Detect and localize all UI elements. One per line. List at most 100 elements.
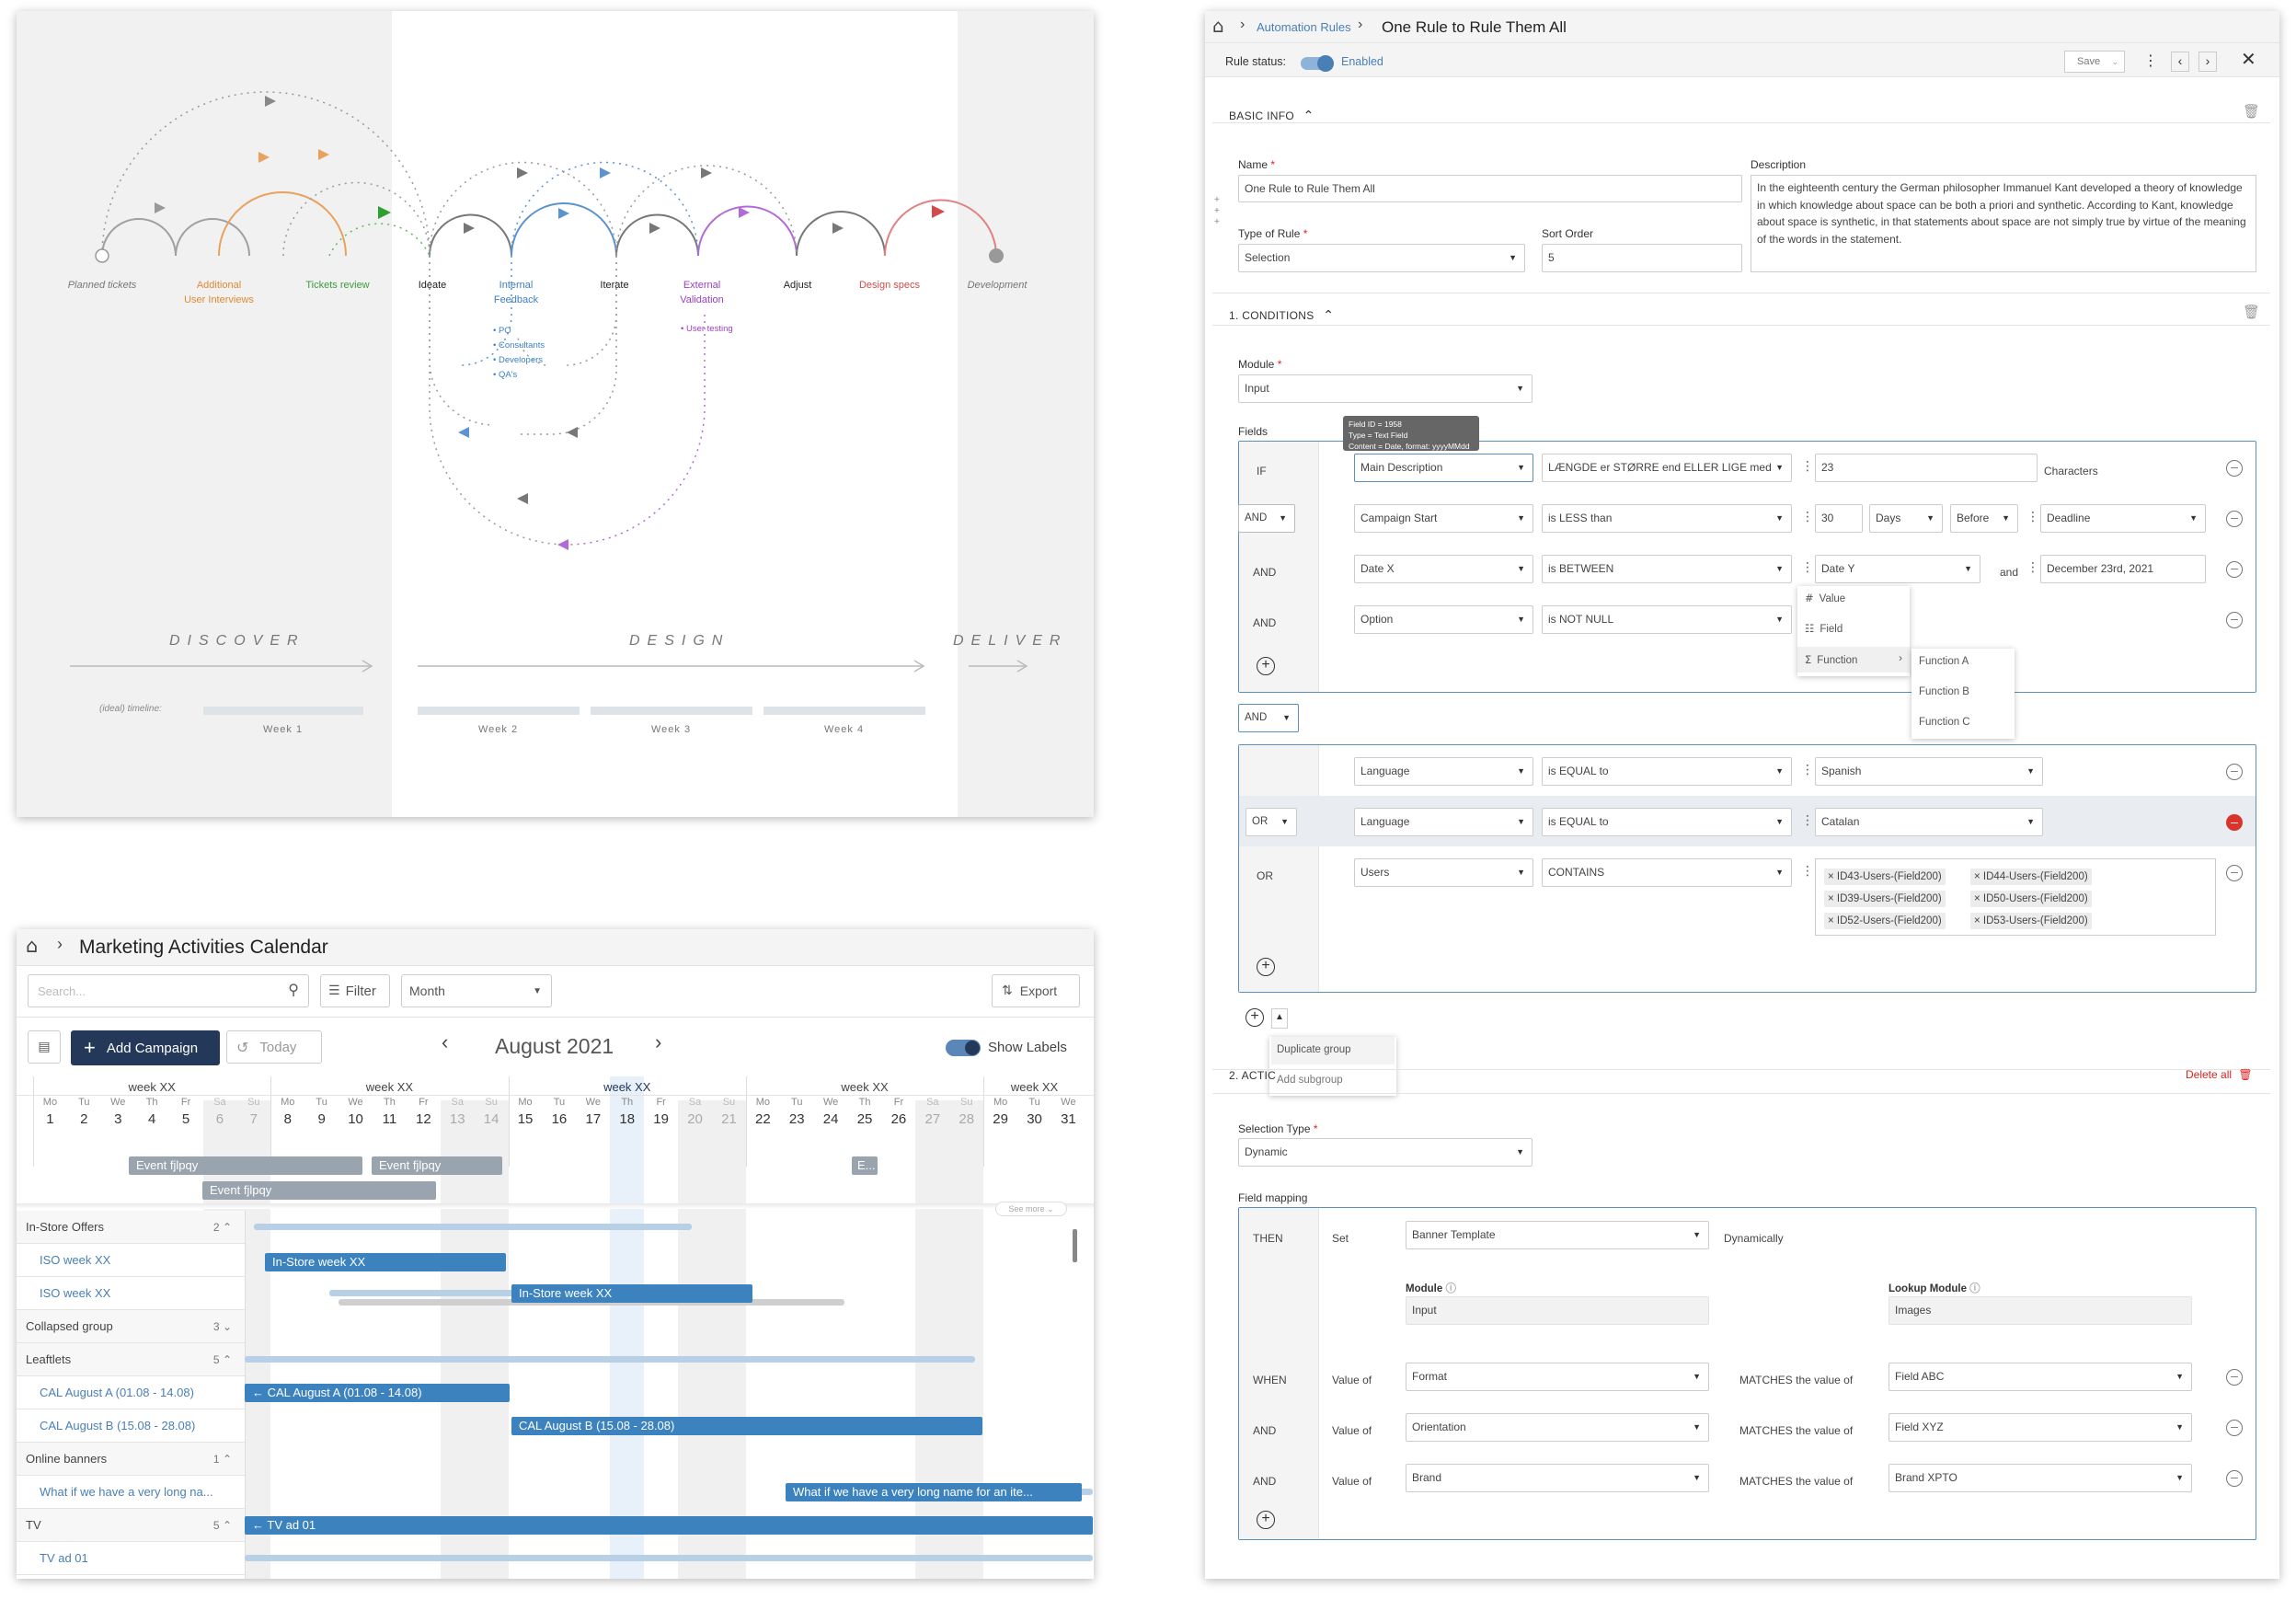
day-number[interactable]: 14 <box>483 1111 499 1127</box>
show-labels-toggle[interactable] <box>946 1040 981 1056</box>
day-number[interactable]: 17 <box>585 1111 602 1127</box>
add-subgroup-option[interactable]: Add subgroup <box>1277 1075 1343 1086</box>
day-number[interactable]: 26 <box>890 1111 907 1127</box>
field-language-select[interactable]: Language ▼ <box>1354 757 1533 786</box>
day-number[interactable]: 19 <box>653 1111 669 1127</box>
calendar-group-row[interactable]: Leaftlets 5 ⌃ <box>17 1343 245 1376</box>
day-number[interactable]: 28 <box>959 1111 975 1127</box>
search-input[interactable]: Search... ⚲ <box>28 974 309 1007</box>
relation-select[interactable]: Before ▼ <box>1950 504 2018 533</box>
length-value-input[interactable]: 23 <box>1815 454 2038 482</box>
field-users-select[interactable]: Users ▼ <box>1354 858 1533 887</box>
add-condition-icon[interactable]: + <box>1257 958 1275 976</box>
day-number[interactable]: 4 <box>147 1111 156 1127</box>
day-number[interactable]: 23 <box>788 1111 805 1127</box>
day-number[interactable]: 11 <box>382 1111 397 1127</box>
day-number[interactable]: 13 <box>449 1111 465 1127</box>
calendar-item-row[interactable]: CAL August B (15.08 - 28.08) <box>17 1409 245 1443</box>
sidebar-toggle-button[interactable]: ▤ <box>28 1030 61 1064</box>
remove-mapping-icon[interactable]: – <box>2226 1470 2243 1487</box>
add-campaign-button[interactable]: + Add Campaign <box>71 1030 220 1065</box>
close-icon[interactable]: ✕ <box>2241 50 2256 70</box>
home-icon[interactable]: ⌂ <box>1212 15 1224 37</box>
days-value-input[interactable]: 30 <box>1815 504 1863 533</box>
prev-month-button[interactable]: ‹ <box>442 1030 449 1053</box>
day-number[interactable]: 29 <box>993 1111 1008 1127</box>
day-number[interactable]: 8 <box>283 1111 292 1127</box>
calendar-group-row[interactable]: Collapsed group 3 ⌄ <box>17 1310 245 1343</box>
day-number[interactable]: 15 <box>517 1111 534 1127</box>
operator-select[interactable]: is EQUAL to ▼ <box>1542 808 1792 836</box>
selection-type-select[interactable]: Dynamic ▼ <box>1238 1138 1533 1167</box>
field-date-x-select[interactable]: Date X ▼ <box>1354 555 1533 583</box>
calendar-group-row[interactable]: TV 5 ⌃ <box>17 1509 245 1542</box>
day-number[interactable]: 1 <box>46 1111 54 1127</box>
value-type-menu-icon[interactable]: ⋮ <box>1801 509 1814 523</box>
users-multiselect[interactable] <box>1815 858 2216 936</box>
day-number[interactable]: 9 <box>317 1111 326 1127</box>
view-select[interactable]: Month ▼ <box>401 974 552 1007</box>
remove-condition-icon[interactable]: – <box>2226 511 2243 527</box>
user-tag[interactable]: × ID53-Users-(Field200) <box>1970 913 2092 929</box>
breadcrumb-automation-rules[interactable]: Automation Rules <box>1257 20 1351 34</box>
remove-mapping-icon[interactable]: – <box>2226 1369 2243 1386</box>
next-month-button[interactable]: › <box>655 1030 662 1053</box>
date-input[interactable]: December 23rd, 2021 <box>2040 555 2206 583</box>
calendar-item-row[interactable]: TV ad 02 <box>17 1575 245 1579</box>
user-tag[interactable]: × ID43-Users-(Field200) <box>1824 869 1946 885</box>
day-number[interactable]: 24 <box>822 1111 839 1127</box>
event-bar[interactable]: Event fjlpqy <box>202 1181 436 1200</box>
banner-template-select[interactable]: Banner Template ▼ <box>1406 1221 1709 1249</box>
field-main-description-select[interactable]: Main Description ▼ <box>1354 454 1533 482</box>
unit-select[interactable]: Days ▼ <box>1869 504 1943 533</box>
scrollbar-thumb[interactable] <box>1073 1229 1077 1262</box>
add-group-caret-button[interactable]: ▲ <box>1271 1008 1288 1029</box>
remove-condition-active-icon[interactable]: – <box>2226 814 2243 831</box>
delete-all-button[interactable]: Delete all 🗑 <box>2186 1068 2253 1081</box>
calendar-group-row[interactable]: In-Store Offers 2 ⌃ <box>17 1211 245 1244</box>
operator-select[interactable]: is LESS than ▼ <box>1542 504 1792 533</box>
operator-select[interactable]: is EQUAL to ▼ <box>1542 757 1792 786</box>
user-tag[interactable]: × ID44-Users-(Field200) <box>1970 869 2092 885</box>
reference-field-select[interactable]: Deadline ▼ <box>2040 504 2206 533</box>
remove-mapping-icon[interactable]: – <box>2226 1420 2243 1436</box>
remove-condition-icon[interactable]: – <box>2226 865 2243 881</box>
day-number[interactable]: 18 <box>619 1111 636 1127</box>
event-bar[interactable]: Event fjlpqy <box>129 1156 362 1175</box>
field-option[interactable]: ☷ Field <box>1805 622 1843 635</box>
value-type-menu-icon[interactable]: ⋮ <box>2026 559 2039 574</box>
mapping-target-select[interactable]: Brand XPTO ▼ <box>1888 1464 2192 1492</box>
day-number[interactable]: 21 <box>721 1111 737 1127</box>
day-number[interactable]: 16 <box>551 1111 568 1127</box>
day-number[interactable]: 3 <box>114 1111 122 1127</box>
calendar-item-row[interactable]: CAL August A (01.08 - 14.08) <box>17 1376 245 1409</box>
day-number[interactable]: 12 <box>415 1111 431 1127</box>
language-value-select[interactable]: Catalan ▼ <box>1815 808 2043 836</box>
status-toggle[interactable] <box>1301 55 1334 72</box>
campaign-bar[interactable]: What if we have a very long name for an … <box>786 1483 1082 1501</box>
name-input[interactable]: One Rule to Rule Them All <box>1238 175 1742 202</box>
day-number[interactable]: 25 <box>856 1111 873 1127</box>
basic-info-header[interactable] <box>1212 90 2270 123</box>
campaign-bar[interactable]: CAL August B (15.08 - 28.08) <box>511 1417 982 1435</box>
calendar-item-row[interactable]: ISO week XX <box>17 1244 245 1277</box>
day-number[interactable]: 30 <box>1027 1111 1042 1127</box>
or-connector-select[interactable]: OR ▼ <box>1246 808 1297 836</box>
value-option[interactable]: # Value <box>1805 592 1846 604</box>
function-a-option[interactable]: Function A <box>1919 656 1969 667</box>
field-campaign-start-select[interactable]: Campaign Start ▼ <box>1354 504 1533 533</box>
and-connector-select[interactable]: AND ▼ <box>1238 504 1295 533</box>
save-button[interactable]: Save ⌄ <box>2064 51 2125 73</box>
operator-select[interactable]: CONTAINS ▼ <box>1542 858 1792 887</box>
add-mapping-icon[interactable]: + <box>1257 1511 1275 1529</box>
actions-title[interactable]: 2. ACTIC <box>1229 1069 1277 1082</box>
mapping-source-select[interactable]: Brand ▼ <box>1406 1464 1709 1492</box>
sort-order-input[interactable]: 5 <box>1542 244 1742 272</box>
function-option[interactable]: Σ Function › <box>1797 647 1910 673</box>
field-language-select[interactable]: Language ▼ <box>1354 808 1533 836</box>
function-b-option[interactable]: Function B <box>1919 686 1969 697</box>
campaign-bar[interactable]: In-Store week XX <box>511 1284 752 1303</box>
event-bar[interactable]: Event fjlpqy <box>372 1156 502 1175</box>
export-button[interactable]: ⇅ Export <box>992 974 1080 1007</box>
duplicate-group-option[interactable]: Duplicate group <box>1271 1037 1395 1064</box>
